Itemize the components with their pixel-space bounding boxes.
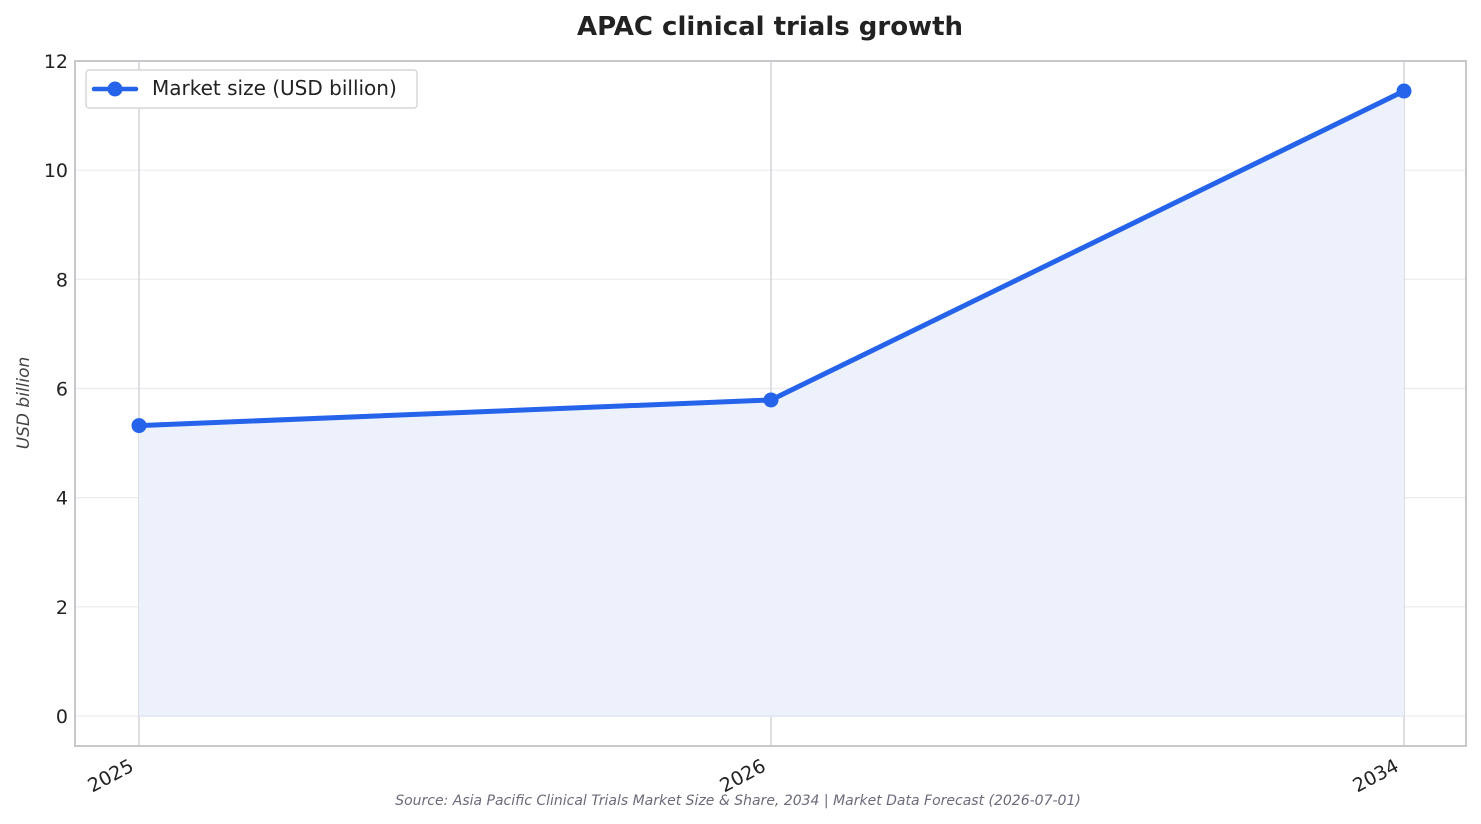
series-points: [131, 83, 1412, 434]
y-tick-label: 12: [44, 51, 68, 73]
chart-title: APAC clinical trials growth: [577, 12, 963, 42]
y-axis-label: USD billion: [14, 357, 34, 450]
x-tick-labels: 2025 2026 2034: [84, 755, 1402, 797]
legend-entry-label: Market size (USD billion): [152, 76, 397, 100]
y-tick-label: 10: [44, 160, 68, 182]
x-tick-label: 2025: [84, 755, 137, 797]
y-tick-label: 2: [56, 597, 68, 619]
legend: Market size (USD billion): [85, 69, 418, 109]
y-tick-label: 8: [56, 269, 68, 291]
x-tick-label: 2034: [1349, 755, 1402, 797]
plot-frame: [74, 60, 1467, 747]
legend-box: [85, 69, 418, 109]
y-tick-label: 6: [56, 378, 68, 400]
data-point: [763, 392, 779, 408]
y-tick-labels: 0 2 4 6 8 10 12: [44, 51, 68, 728]
data-point: [131, 418, 147, 434]
y-tick-label: 0: [56, 706, 68, 728]
data-point: [1396, 83, 1412, 99]
x-tick-label: 2026: [716, 755, 769, 797]
source-note: Source: Asia Pacific Clinical Trials Mar…: [395, 793, 1081, 809]
y-tick-label: 4: [56, 488, 68, 510]
legend-dot-marker: [107, 81, 123, 97]
